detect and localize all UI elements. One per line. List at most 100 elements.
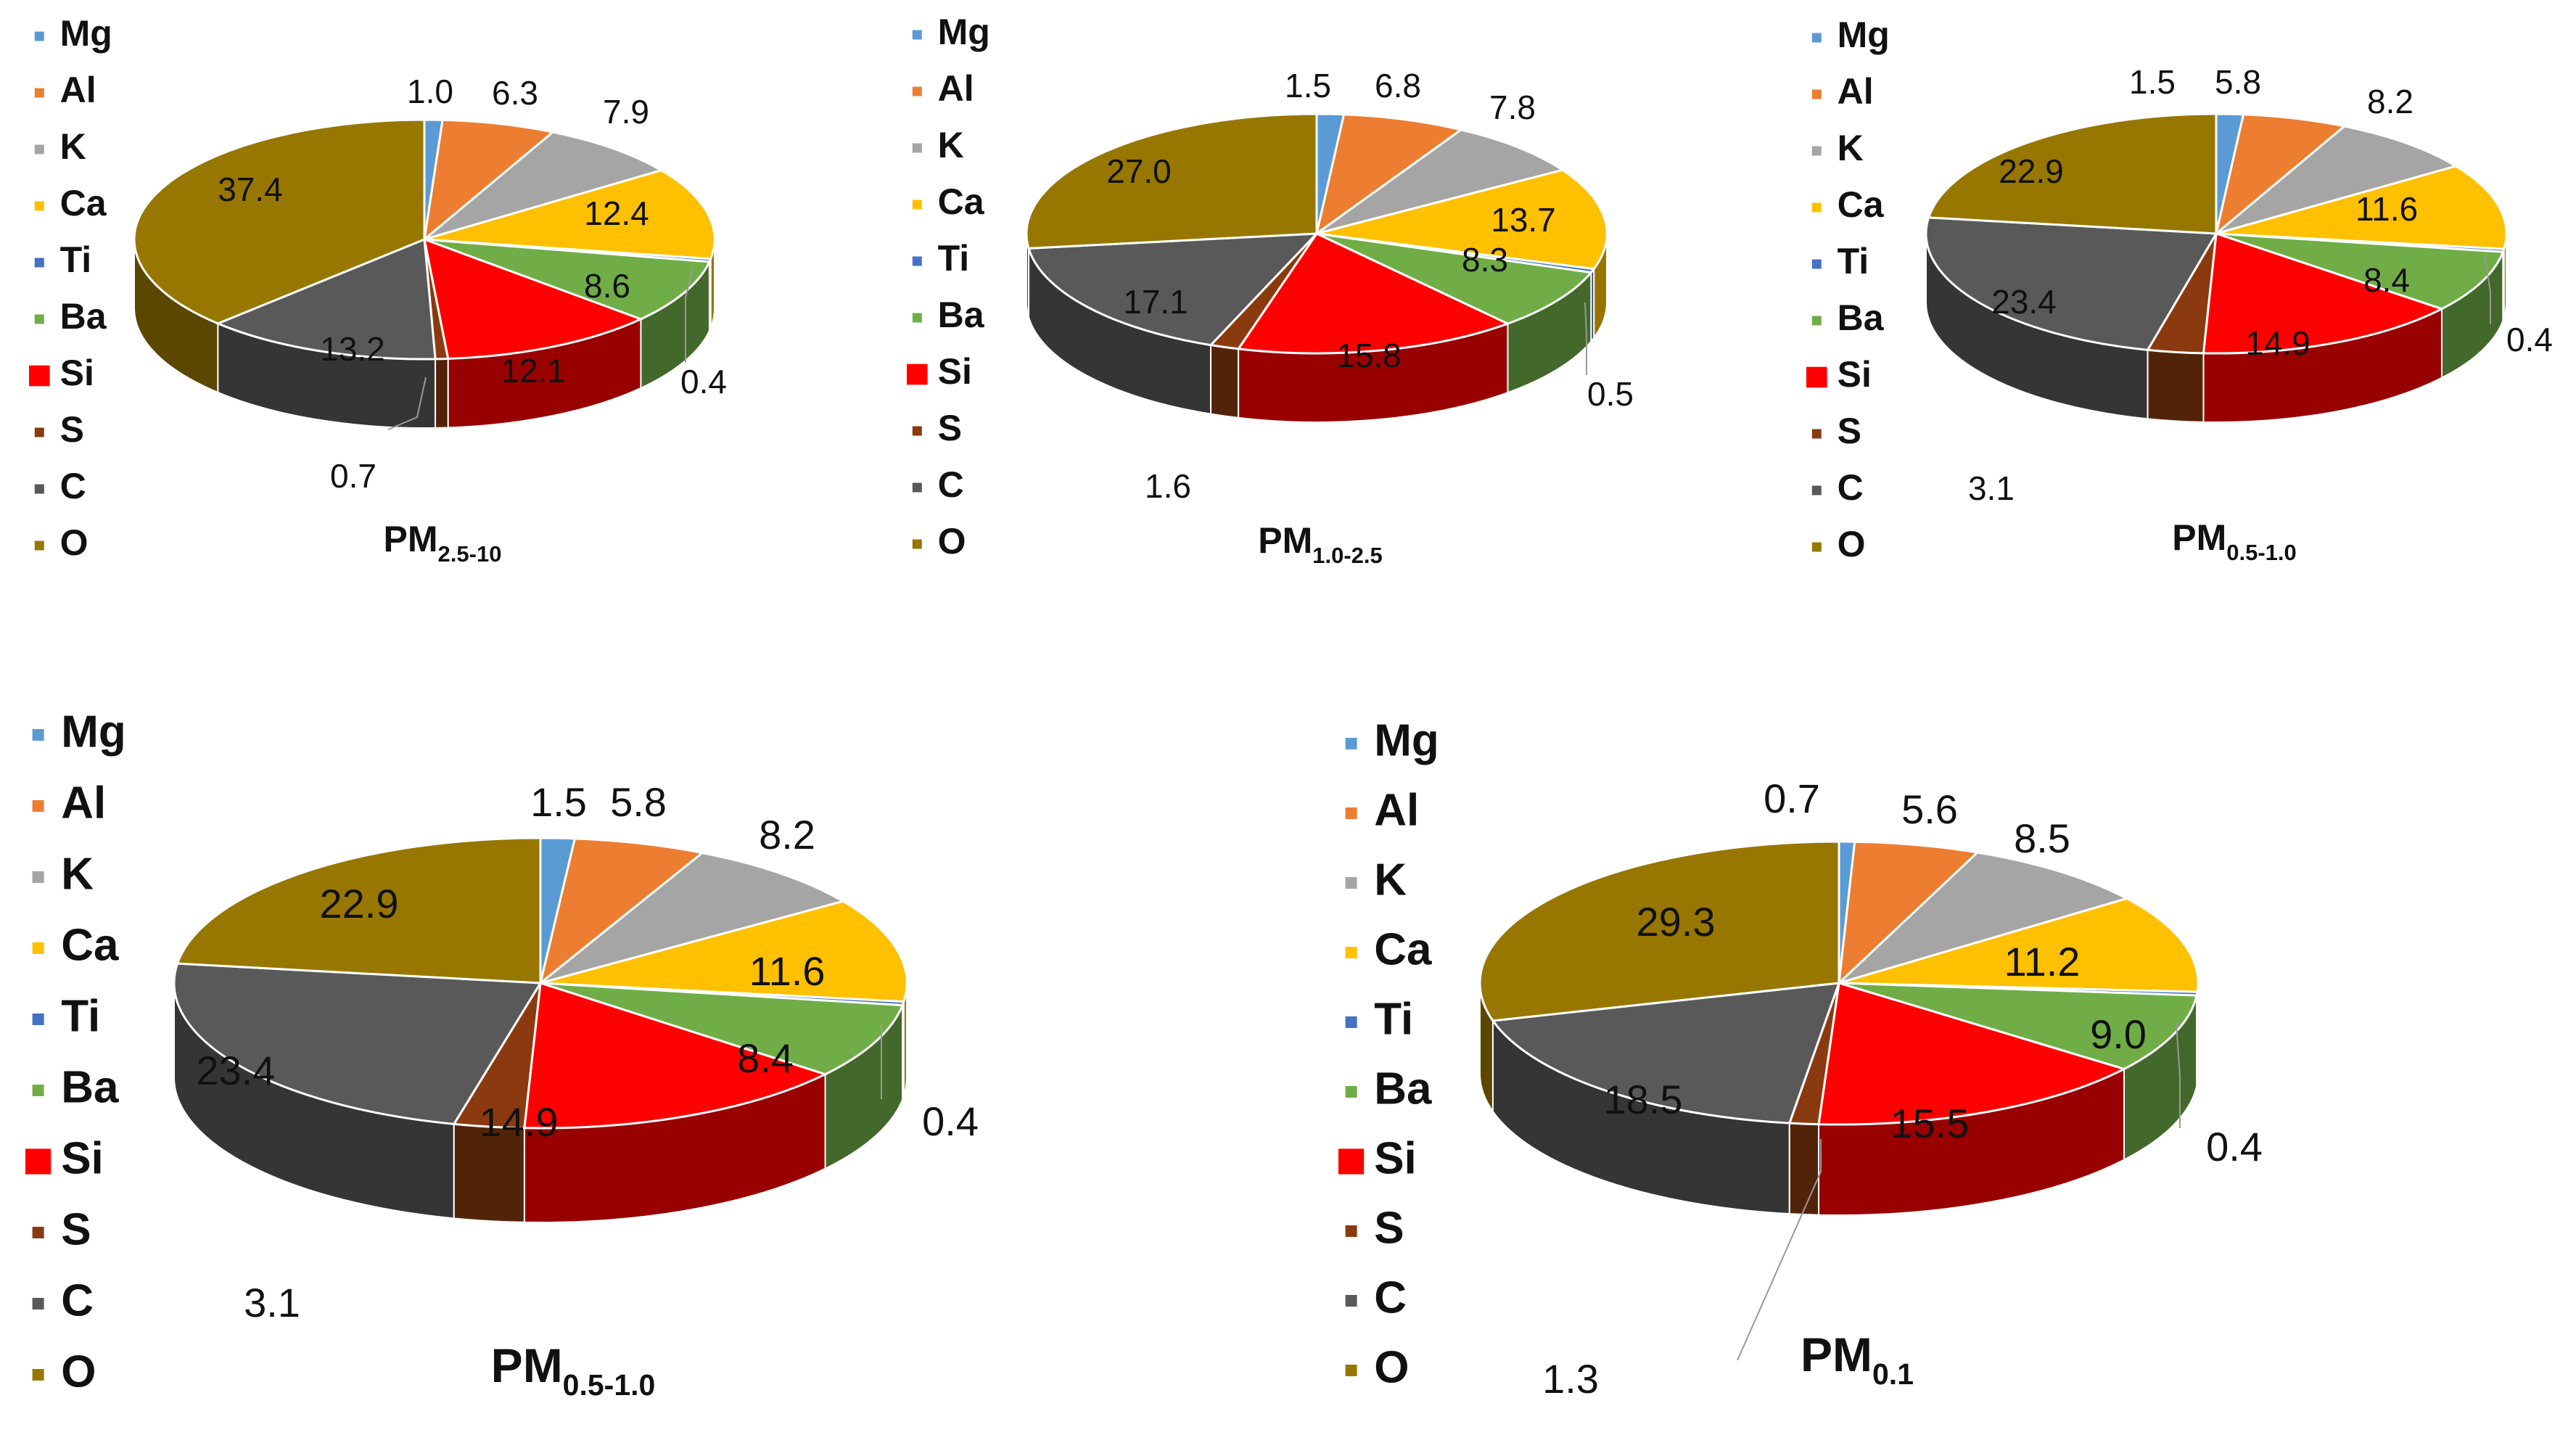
data-label-ti: 0.4 bbox=[922, 1098, 979, 1144]
legend-swatch-c bbox=[32, 1298, 44, 1309]
data-label-mg: 1.5 bbox=[530, 779, 587, 825]
legend-swatch-ba bbox=[1345, 1086, 1357, 1098]
legend-swatch-s bbox=[1345, 1225, 1357, 1237]
legend-label-s: S bbox=[938, 408, 962, 448]
legend-label-s: S bbox=[1374, 1203, 1404, 1253]
legend-swatch-ba bbox=[1811, 316, 1822, 326]
data-label-o: 27.0 bbox=[1106, 152, 1172, 190]
legend-label-ba: Ba bbox=[60, 296, 107, 337]
legend-label-c: C bbox=[1374, 1272, 1407, 1323]
data-label-ti: 0.4 bbox=[2206, 1124, 2263, 1169]
legend-label-o: O bbox=[1838, 524, 1866, 564]
slice-ca bbox=[1838, 897, 2200, 993]
legend: Mg Al K Ca Ti Ba Si SCO bbox=[1338, 715, 1439, 1392]
legend-swatch-al bbox=[1811, 89, 1822, 99]
pie-chart-3: 1.5 5.88.211.60.48.414.93.123.422.9MgAlKC… bbox=[1806, 15, 2553, 565]
legend-swatch-s bbox=[32, 1227, 44, 1238]
data-label-ba: 9.0 bbox=[2090, 1011, 2147, 1057]
slice-side-s bbox=[2147, 349, 2205, 423]
slice-ba bbox=[2215, 232, 2505, 311]
leader-line-ti bbox=[1584, 302, 1587, 375]
legend-label-k: K bbox=[938, 125, 964, 165]
data-label-o: 22.9 bbox=[1999, 152, 2064, 190]
legend-swatch-c bbox=[34, 484, 44, 494]
data-label-ca: 11.6 bbox=[749, 948, 826, 994]
slice-k bbox=[1316, 128, 1565, 235]
data-label-ti: 0.4 bbox=[2506, 321, 2553, 358]
legend-label-o: O bbox=[938, 521, 966, 562]
legend-label-k: K bbox=[1838, 128, 1864, 168]
data-label-c: 13.2 bbox=[320, 330, 385, 368]
legend-label-k: K bbox=[1374, 855, 1407, 905]
legend-swatch-si bbox=[25, 1148, 52, 1175]
slice-k bbox=[2215, 125, 2459, 235]
slice-ba bbox=[540, 982, 905, 1076]
data-label-s: 3.1 bbox=[244, 1280, 300, 1325]
legend-swatch-s bbox=[1811, 429, 1822, 439]
data-label-mg: 1.5 bbox=[2129, 63, 2176, 101]
leader-line-s bbox=[387, 377, 427, 430]
legend-swatch-ti bbox=[1811, 259, 1822, 269]
slice-o bbox=[176, 836, 542, 984]
legend-label-al: Al bbox=[1374, 785, 1419, 835]
legend-label-si: Si bbox=[938, 351, 972, 392]
legend-label-ca: Ca bbox=[60, 183, 107, 223]
legend-swatch-ba bbox=[912, 313, 922, 323]
slice-si bbox=[423, 237, 644, 360]
slice-ca bbox=[2215, 165, 2508, 250]
legend-label-s: S bbox=[60, 409, 84, 450]
legend-label-mg: Mg bbox=[938, 12, 990, 52]
legend-label-al: Al bbox=[61, 778, 106, 828]
legend-label-ca: Ca bbox=[61, 920, 119, 970]
legend-label-si: Si bbox=[61, 1133, 104, 1183]
data-label-si: 12.1 bbox=[501, 352, 566, 390]
slice-ca bbox=[1316, 168, 1608, 271]
pie-chart-4: 1.5 5.88.211.60.48.414.93.123.422.9MgAlKC… bbox=[25, 707, 979, 1402]
chart-title: PM1.0-2.5 bbox=[1258, 520, 1383, 568]
legend-swatch-ti bbox=[1345, 1016, 1357, 1028]
slice-side-s bbox=[1788, 1122, 1820, 1216]
legend-label-si: Si bbox=[60, 353, 94, 393]
legend-swatch-mg bbox=[32, 729, 44, 741]
data-label-si: 14.9 bbox=[2245, 324, 2310, 362]
slice-c bbox=[1491, 982, 1841, 1124]
slice-k bbox=[424, 131, 664, 241]
legend-swatch-k bbox=[912, 143, 922, 153]
legend-swatch-c bbox=[1345, 1295, 1357, 1307]
legend-label-k: K bbox=[61, 849, 94, 899]
data-label-c: 17.1 bbox=[1123, 283, 1188, 321]
slice-side-s bbox=[1210, 344, 1240, 419]
slice-ba bbox=[1838, 982, 2198, 1071]
slice-c bbox=[173, 962, 543, 1125]
slice-al bbox=[538, 837, 705, 986]
slice-ba bbox=[424, 238, 712, 321]
legend-swatch-mg bbox=[912, 30, 922, 40]
pie-chart-1: 1.0 6.3 7.912.40.48.612.10.713.237.4MgAlKC… bbox=[29, 13, 727, 567]
data-label-c: 23.4 bbox=[1991, 283, 2057, 321]
data-label-s: 1.3 bbox=[1542, 1356, 1599, 1402]
legend-swatch-c bbox=[912, 482, 922, 493]
legend-label-o: O bbox=[60, 522, 89, 563]
data-label-s: 1.6 bbox=[1145, 467, 1191, 505]
pie-chart-5: 0.7 5.68.511.20.49.015.51.318.529.3MgAlKC… bbox=[1338, 715, 2263, 1402]
slice-c bbox=[1925, 216, 2218, 351]
legend-swatch-o bbox=[34, 540, 44, 551]
slice-k bbox=[540, 851, 846, 984]
legend: Mg Al K Ca Ti Ba Si SCO bbox=[25, 707, 126, 1397]
data-label-ba: 8.4 bbox=[2363, 261, 2410, 299]
pie-chart-2: 1.5 6.87.813.70.58.315.81.617.127.0MgAlKC… bbox=[907, 12, 1634, 568]
slice-al bbox=[1838, 840, 1980, 986]
data-label-al: 6.8 bbox=[1375, 67, 1421, 104]
legend-swatch-k bbox=[34, 144, 44, 155]
chart-title: PM0.1 bbox=[1801, 1328, 1914, 1391]
data-label-ti: 0.4 bbox=[680, 363, 727, 400]
legend-swatch-ca bbox=[32, 942, 44, 954]
legend-swatch-o bbox=[32, 1369, 44, 1381]
slice-side-s bbox=[435, 358, 449, 429]
legend: Mg Al K Ca Ti Ba Si SCO bbox=[29, 13, 112, 563]
legend-swatch-si bbox=[29, 365, 50, 387]
legend-label-k: K bbox=[60, 126, 86, 167]
legend-label-mg: Mg bbox=[1374, 715, 1439, 765]
legend-label-si: Si bbox=[1838, 354, 1872, 395]
legend-swatch-ca bbox=[34, 201, 44, 211]
